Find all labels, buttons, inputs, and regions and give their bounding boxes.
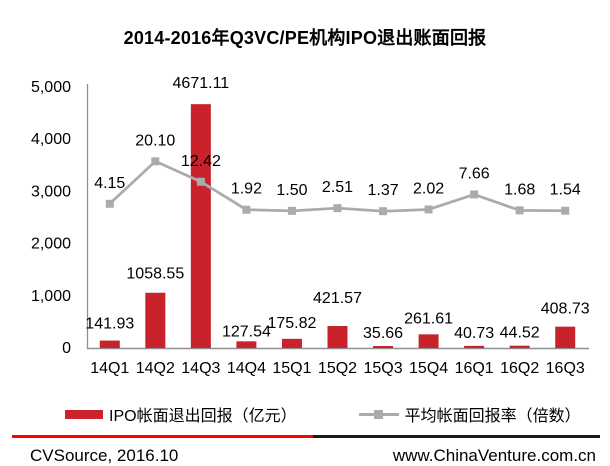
svg-text:261.61: 261.61 [404, 310, 453, 327]
svg-text:1.68: 1.68 [504, 181, 535, 198]
svg-text:1.37: 1.37 [367, 182, 398, 199]
footer-source-label: CVSource, 2016.10 [30, 446, 179, 465]
footer: CVSource, 2016.10 www.ChinaVenture.com.c… [0, 446, 610, 466]
legend-label-line-series: 平均帐面回报率（倍数） [404, 408, 581, 425]
svg-text:35.66: 35.66 [363, 325, 403, 342]
line-marker-icon [373, 409, 383, 419]
svg-text:2.51: 2.51 [322, 179, 353, 196]
svg-text:20.10: 20.10 [135, 132, 175, 149]
footer-website-link[interactable]: www.ChinaVenture.com.cn [392, 446, 596, 465]
svg-text:2,000: 2,000 [31, 236, 71, 253]
svg-text:1.50: 1.50 [276, 182, 307, 199]
svg-text:15Q3: 15Q3 [363, 360, 402, 377]
svg-text:175.82: 175.82 [267, 315, 316, 332]
legend-item-line-series: 平均帐面回报率（倍数） [358, 402, 581, 426]
svg-text:16Q1: 16Q1 [455, 360, 494, 377]
line-series-swatch-icon [358, 409, 399, 419]
svg-text:15Q4: 15Q4 [409, 360, 448, 377]
svg-text:14Q1: 14Q1 [90, 360, 129, 377]
svg-text:141.93: 141.93 [85, 316, 134, 333]
footer-divider-accent [12, 435, 313, 438]
svg-text:5,000: 5,000 [31, 79, 71, 96]
bar-series-swatch-icon [65, 409, 103, 419]
svg-text:408.73: 408.73 [541, 301, 590, 318]
svg-text:16Q3: 16Q3 [546, 360, 585, 377]
svg-text:1,000: 1,000 [31, 288, 71, 305]
footer-divider [12, 435, 600, 438]
chart-legend: IPO帐面退出回报（亿元） 平均帐面回报率（倍数） [0, 402, 610, 426]
svg-text:14Q3: 14Q3 [181, 360, 220, 377]
svg-text:4671.11: 4671.11 [173, 75, 230, 92]
svg-text:1058.55: 1058.55 [126, 266, 184, 283]
svg-text:1.92: 1.92 [231, 181, 262, 198]
svg-text:1.54: 1.54 [550, 182, 581, 199]
chart-title: 2014-2016年Q3VC/PE机构IPO退出账面回报 [123, 28, 487, 48]
svg-text:3,000: 3,000 [31, 183, 71, 200]
svg-text:16Q2: 16Q2 [500, 360, 539, 377]
svg-text:14Q2: 14Q2 [136, 360, 175, 377]
svg-text:44.52: 44.52 [500, 325, 540, 342]
svg-text:2.02: 2.02 [413, 180, 444, 197]
svg-text:127.54: 127.54 [222, 323, 271, 340]
footer-divider-dark [313, 435, 600, 438]
svg-text:14Q4: 14Q4 [227, 360, 266, 377]
svg-text:0: 0 [62, 340, 71, 357]
legend-label-bar-series: IPO帐面退出回报（亿元） [109, 408, 297, 425]
svg-text:15Q1: 15Q1 [272, 360, 311, 377]
svg-text:4.15: 4.15 [94, 175, 125, 192]
svg-text:40.73: 40.73 [454, 325, 494, 342]
svg-text:7.66: 7.66 [459, 165, 490, 182]
svg-text:4,000: 4,000 [31, 131, 71, 148]
svg-text:12.42: 12.42 [181, 153, 221, 170]
svg-text:15Q2: 15Q2 [318, 360, 357, 377]
svg-text:421.57: 421.57 [313, 290, 362, 307]
legend-item-bar-series: IPO帐面退出回报（亿元） [65, 402, 297, 426]
